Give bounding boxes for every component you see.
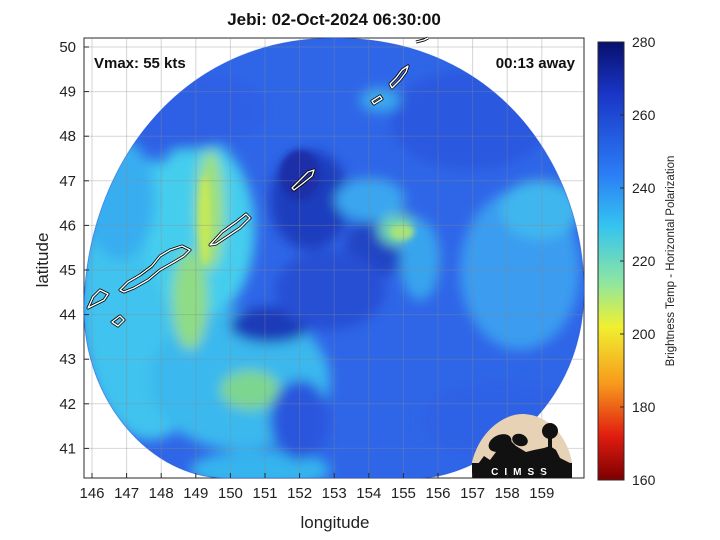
y-tick-label: 45 (59, 262, 76, 279)
colorbar-tick-label: 220 (632, 253, 656, 269)
swath-edge (83, 37, 585, 479)
y-tick-label: 47 (59, 173, 76, 190)
grid-lines (84, 38, 584, 478)
x-tick-label: 158 (495, 485, 520, 502)
x-tick-label: 151 (252, 485, 277, 502)
cimss-logo-text: CIMSS (491, 467, 553, 478)
map-title: Jebi: 02-Oct-2024 06:30:00 (227, 10, 441, 29)
y-axis: 50 49 48 47 46 45 44 43 42 41 (59, 39, 89, 457)
x-tick-label: 147 (114, 485, 139, 502)
y-tick-label: 43 (59, 351, 76, 368)
x-tick-label: 156 (425, 485, 450, 502)
colorbar-tick-label: 180 (632, 399, 656, 415)
colorbar-label: Brightness Temp - Horizontal Polarizatio… (665, 156, 677, 367)
colorbar-tick-label: 200 (632, 326, 656, 342)
x-tick-label: 155 (391, 485, 416, 502)
y-tick-label: 41 (59, 440, 76, 457)
y-tick-label: 50 (59, 39, 76, 56)
y-tick-label: 42 (59, 396, 76, 413)
x-tick-label: 152 (287, 485, 312, 502)
x-axis-label: longitude (300, 513, 369, 532)
colorbar-ticks: 280 260 240 220 200 180 160 (620, 34, 656, 488)
x-tick-label: 159 (529, 485, 554, 502)
x-tick-label: 153 (322, 485, 347, 502)
time-away-label: 00:13 away (496, 55, 576, 72)
x-tick-label: 150 (218, 485, 243, 502)
y-tick-label: 48 (59, 128, 76, 145)
x-axis: 146 147 148 149 150 151 152 153 154 155 156 157 158 1… (79, 473, 554, 502)
x-tick-label: 157 (460, 485, 485, 502)
y-tick-label: 44 (59, 307, 76, 324)
brightness-temp-swath (84, 38, 584, 478)
colorbar (597, 41, 625, 481)
colorbar-tick-label: 280 (632, 34, 656, 50)
coastline (87, 37, 429, 327)
x-tick-label: 148 (149, 485, 174, 502)
x-tick-label: 154 (356, 485, 381, 502)
x-tick-label: 146 (79, 485, 104, 502)
x-tick-label: 149 (183, 485, 208, 502)
colorbar-tick-label: 240 (632, 180, 656, 196)
colorbar-tick-label: 260 (632, 107, 656, 123)
colorbar-tick-label: 160 (632, 472, 656, 488)
cimss-logo: CIMSS (472, 414, 572, 478)
y-tick-label: 46 (59, 217, 76, 234)
y-axis-label: latitude (33, 233, 52, 288)
y-tick-label: 49 (59, 84, 76, 101)
vmax-label: Vmax: 55 kts (94, 55, 186, 72)
